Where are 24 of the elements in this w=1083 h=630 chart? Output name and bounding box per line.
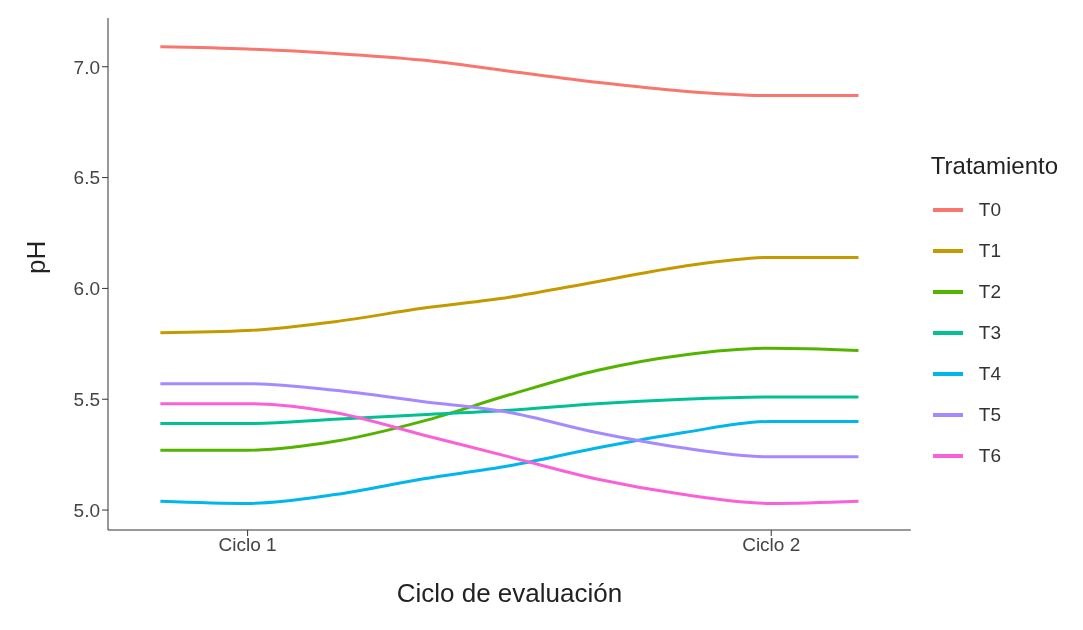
y-tick-label: 5.5 — [73, 388, 100, 410]
line-series — [158, 255, 860, 335]
legend-label: T3 — [978, 322, 1002, 344]
legend-title: Tratamiento — [930, 151, 1058, 180]
x-tick-label: Ciclo 2 — [742, 534, 801, 556]
line-series — [158, 346, 860, 452]
legend-label: T0 — [978, 199, 1002, 221]
line-series — [158, 395, 860, 426]
legend-label: T6 — [978, 445, 1002, 467]
legend-label: T5 — [978, 404, 1002, 426]
y-tick-label: 7.0 — [73, 56, 100, 78]
x-tick-label: Ciclo 1 — [218, 534, 277, 556]
legend-label: T2 — [978, 281, 1002, 303]
y-tick-label: 6.0 — [73, 278, 100, 300]
line-series — [158, 402, 860, 505]
y-tick-label: 6.5 — [73, 167, 100, 189]
legend-label: T1 — [978, 240, 1002, 262]
y-tick-label: 5.0 — [73, 499, 100, 521]
line-series — [158, 45, 860, 98]
x-axis-title: Ciclo de evaluación — [396, 578, 623, 608]
y-axis-title: pH — [21, 240, 52, 274]
line-series — [158, 419, 860, 505]
line-series — [158, 382, 860, 459]
legend-label: T4 — [978, 363, 1002, 385]
